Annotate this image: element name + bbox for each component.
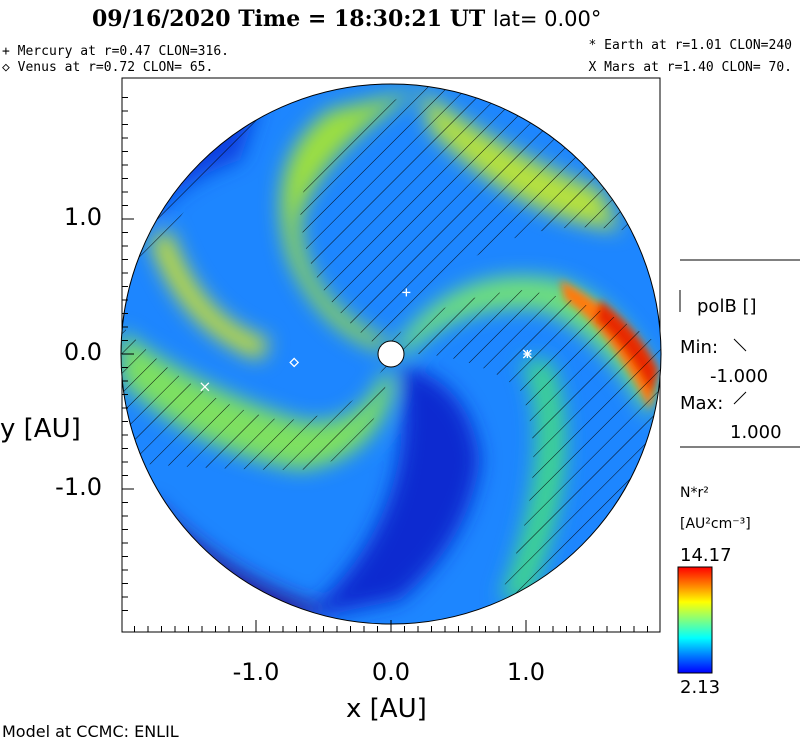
model-credit: Model at CCMC: ENLIL <box>2 722 179 741</box>
min-label: Min: <box>680 337 719 358</box>
y-tick-label: 0.0 <box>63 338 102 366</box>
colorbar-title: N*r² <box>680 485 709 501</box>
planet-line-mercury: + Mercury at r=0.47 CLON=316. <box>2 44 229 59</box>
max-value: 1.000 <box>730 422 782 443</box>
x-tick-label: -1.0 <box>232 658 280 686</box>
y-axis-label-text: y [AU] <box>0 414 81 444</box>
title-main: 09/16/2020 Time = 18:30:21 UT <box>92 6 486 32</box>
colorbar <box>677 566 713 674</box>
y-tick-label: 1.0 <box>63 203 102 231</box>
title-lat: lat= 0.00° <box>492 7 602 31</box>
min-value: -1.000 <box>710 366 769 387</box>
planet-marker-venus <box>289 357 300 368</box>
x-tick-label: 1.0 <box>506 658 546 686</box>
planet-marker-mercury <box>402 288 411 297</box>
polarity-label: polB [] <box>697 296 757 317</box>
y-axis-label: y [AU] <box>0 414 81 444</box>
x-tick-label: 0.0 <box>371 658 411 686</box>
inner-boundary <box>377 340 405 368</box>
planet-markers <box>200 288 532 392</box>
max-label: Max: <box>680 393 724 414</box>
planet-line-venus: ◇ Venus at r=0.72 CLON= 65. <box>2 60 214 75</box>
max-slash-icon <box>733 391 747 405</box>
axis-ticks <box>122 97 648 632</box>
planet-marker-mars <box>200 382 210 392</box>
colorbar-units: [AU²cm⁻³] <box>680 516 751 532</box>
colorbar-max: 14.17 <box>680 545 732 566</box>
x-axis-label: x [AU] <box>346 694 427 724</box>
planet-marker-earth <box>522 349 532 359</box>
plot-title: 09/16/2020 Time = 18:30:21 UT lat= 0.00° <box>92 6 601 32</box>
y-tick-label: -1.0 <box>55 473 102 501</box>
min-slash-icon <box>733 338 747 352</box>
planet-line-earth: * Earth at r=1.01 CLON=240 <box>588 38 793 53</box>
planet-line-mars: X Mars at r=1.40 CLON= 70. <box>588 60 793 75</box>
colorbar-min: 2.13 <box>680 677 721 698</box>
